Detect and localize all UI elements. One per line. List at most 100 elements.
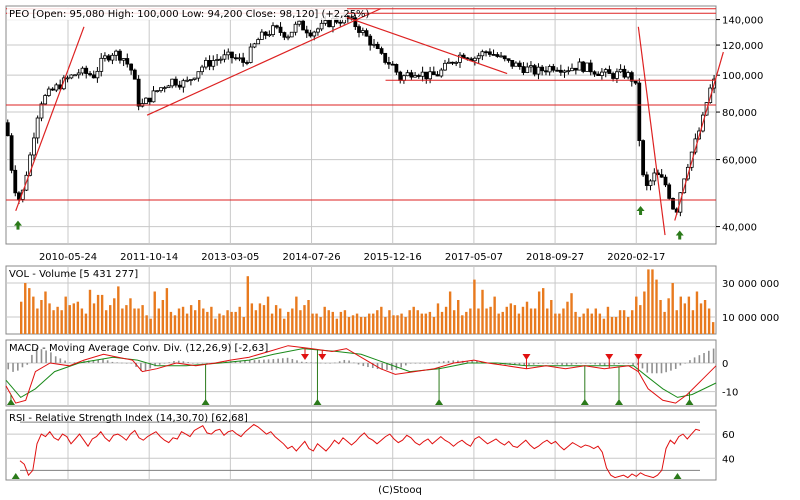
volume-bar [315,313,318,334]
macd-histogram-bar [149,362,152,369]
macd-histogram-bar [64,360,66,363]
candle-body [245,62,249,64]
candle [637,78,642,147]
trend-line [15,26,85,212]
volume-bar [436,303,440,334]
candle [136,75,141,111]
candle [372,39,376,48]
volume-bar [92,303,96,334]
macd-histogram-bar [206,362,208,364]
volume-bar [396,315,399,334]
macd-histogram-bar [457,360,459,363]
macd-histogram-bar [97,359,100,363]
candle-body [185,79,190,82]
volume-bar [218,313,221,334]
candle-body [114,50,119,56]
volume-bar [283,318,286,334]
candle-body [13,169,18,194]
candle [155,90,160,93]
candle [13,165,18,197]
trend-line [637,26,666,236]
volume-bar [153,291,156,334]
macd-histogram-bar [31,354,33,363]
volume-bar [400,313,403,334]
macd-histogram-bar [248,360,251,363]
macd-histogram-bar [712,348,715,363]
candle [603,67,608,78]
candle-body [603,69,608,73]
macd-histogram-bar [693,357,696,363]
macd-histogram-bar [641,362,644,369]
candle [110,53,115,65]
volume-bar [84,313,88,334]
candle [484,50,488,57]
candle [173,76,178,88]
candle-body [88,73,92,76]
price-y-tick-label: 60,000 [722,156,757,167]
volume-bar [574,311,577,334]
macd-histogram-bar [201,362,204,364]
rsi-buy-marker-icon [11,473,20,479]
volume-bar [570,293,573,334]
candle-body [708,87,713,103]
macd-histogram-bar [291,359,294,363]
volume-bar [655,279,658,334]
trend-line [346,16,508,75]
volume-bar [137,308,140,334]
candle-body [327,20,332,28]
volume-bar [432,317,436,334]
macd-histogram-bar [272,359,275,363]
candle-body [259,31,264,40]
volume-bar [428,311,432,334]
price-frame [5,5,717,245]
macd-histogram-bar [428,362,431,364]
price-y-tick-label: 80,000 [722,108,757,119]
volume-bar [380,306,383,334]
candle-body [271,25,275,36]
price-x-tick-label: 2014-07-26 [282,252,340,263]
candle [5,119,10,137]
candle [544,66,548,76]
candle-body [256,39,261,45]
candle [248,43,253,64]
candle [390,61,395,66]
candle [656,169,660,176]
volume-bar [343,310,347,334]
candle-body [323,20,328,24]
candle [95,66,100,83]
volume-bar [323,306,326,334]
volume-bar [149,318,152,334]
macd-histogram-bar [17,362,19,371]
candle [521,62,526,76]
candle-body [398,71,403,81]
macd-buy-marker-icon [313,399,322,405]
candle-body [383,52,388,63]
volume-bar [254,310,258,334]
candle [301,18,305,31]
volume-bar [404,317,407,334]
volume-bar [185,313,189,334]
candle-body [278,26,283,33]
macd-histogram-bar [660,362,663,374]
macd-histogram-bar [258,359,260,363]
macd-histogram-bar [703,353,705,363]
macd-histogram-bar [528,362,530,366]
volume-bar [489,306,492,334]
candle-body [547,66,552,73]
price-x-tick-label: 2011-10-14 [120,252,178,263]
candle-body [289,31,294,38]
candle-body [555,69,560,72]
candle [499,51,503,58]
macd-histogram-bar [400,362,402,368]
volume-bar [121,308,124,334]
candle [622,65,627,79]
volume-bar [303,305,306,334]
candle [506,58,511,63]
candle-body [611,73,615,79]
volume-bar [327,310,330,334]
macd-histogram-bar [447,360,450,363]
volume-bar [586,308,589,334]
volume-bar [687,296,691,334]
candle [495,52,500,58]
macd-histogram-bar [173,361,175,363]
